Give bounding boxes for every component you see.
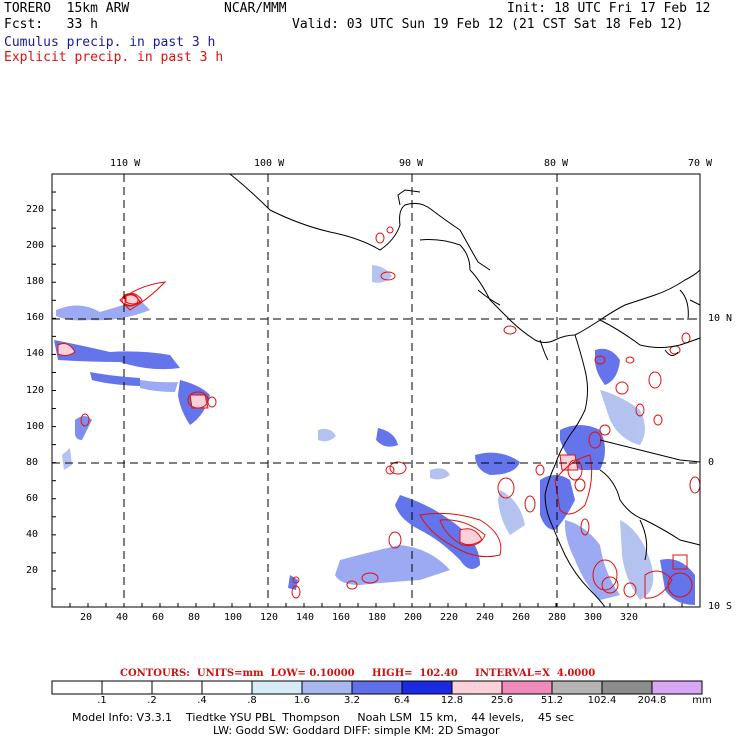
model-info-line1: Model Info: V3.3.1 Tiedtke YSU PBL Thomp… [72, 711, 575, 724]
valid-time: Valid: 03 UTC Sun 19 Feb 12 (21 CST Sat … [292, 17, 684, 32]
y-tick-label: 140 [26, 348, 45, 360]
legend-swatch [651, 680, 703, 695]
y-tick-label: 100 [26, 420, 45, 432]
x-tick-label: 80 [188, 612, 201, 623]
x-tick-label: 20 [80, 612, 93, 623]
x-tick-label: 140 [296, 612, 315, 623]
legend-swatch [551, 680, 603, 695]
legend-label: 1.6 [294, 695, 310, 706]
legend-swatch [601, 680, 653, 695]
cumulus-precip-shading [54, 265, 695, 605]
legend-swatch [451, 680, 503, 695]
legend-label: 102.4 [587, 695, 617, 706]
legend-label: 3.2 [344, 695, 360, 706]
lon-label-100w: 100 W [254, 158, 285, 169]
legend-swatch [151, 680, 203, 695]
lat-label-10s: 10 S [708, 601, 733, 612]
init-time: Init: 18 UTC Fri 17 Feb 12 [507, 1, 711, 16]
legend-swatch [251, 680, 303, 695]
heavy-precip-shading [57, 292, 579, 546]
x-tick-label: 260 [512, 612, 531, 623]
x-tick-label: 120 [260, 612, 279, 623]
x-tick-label: 200 [404, 612, 423, 623]
legend-label: 25.6 [490, 695, 514, 706]
y-tick-label: 60 [26, 492, 39, 504]
legend-label: 204.8 [637, 695, 667, 706]
contours-info: CONTOURS: UNITS=mm LOW= 0.10000 HIGH= 10… [120, 668, 596, 679]
y-tick-label: 120 [26, 384, 45, 396]
model-title: TORERO 15km ARW [4, 1, 130, 16]
forecast-hour: Fcst: 33 h [4, 17, 98, 32]
org-label: NCAR/MMM [224, 1, 287, 16]
legend-unit: mm [692, 695, 712, 706]
lon-label-70w: 70 W [688, 158, 713, 169]
explicit-label: Explicit precip. in past 3 h [4, 50, 224, 65]
x-tick-label: 300 [584, 612, 603, 623]
x-tick-label: 280 [548, 612, 567, 623]
lat-label-0: 0 [708, 457, 715, 468]
legend-label: 6.4 [394, 695, 410, 706]
y-tick-label: 200 [26, 240, 45, 252]
legend-label: .8 [247, 695, 257, 706]
coastlines [229, 173, 701, 608]
y-tick-label: 80 [26, 456, 39, 468]
lat-label-10n: 10 N [708, 313, 733, 324]
legend-label: .2 [147, 695, 157, 706]
x-tick-label: 220 [440, 612, 459, 623]
y-tick-label: 160 [26, 312, 45, 324]
x-tick-label: 100 [224, 612, 243, 623]
legend-swatch [101, 680, 153, 695]
legend-swatch [401, 680, 453, 695]
cumulus-label: Cumulus precip. in past 3 h [4, 35, 216, 50]
legend-swatch [201, 680, 253, 695]
legend-label: .4 [197, 695, 207, 706]
legend-label: .1 [97, 695, 107, 706]
x-tick-label: 60 [152, 612, 165, 623]
model-info-line2: LW: Godd SW: Goddard DIFF: simple KM: 2D… [213, 724, 500, 737]
y-tick-label: 20 [26, 564, 39, 576]
x-tick-label: 40 [116, 612, 129, 623]
legend-swatch [351, 680, 403, 695]
y-tick-label: 40 [26, 528, 39, 540]
legend-swatch [51, 680, 103, 695]
legend-swatch [501, 680, 553, 695]
x-tick-label: 320 [620, 612, 639, 623]
grid-lines [52, 174, 700, 607]
tick-marks [52, 191, 683, 607]
x-tick-label: 160 [332, 612, 351, 623]
lon-label-80w: 80 W [544, 158, 569, 169]
y-tick-label: 180 [26, 276, 45, 288]
lon-label-110w: 110 W [110, 158, 141, 169]
lon-label-90w: 90 W [399, 158, 424, 169]
legend-label: 12.8 [440, 695, 464, 706]
x-tick-label: 180 [368, 612, 387, 623]
x-tick-label: 240 [476, 612, 495, 623]
legend-label: 51.2 [540, 695, 564, 706]
legend-swatch [301, 680, 353, 695]
legend-colorbar [51, 680, 703, 695]
y-tick-label: 220 [26, 204, 45, 216]
